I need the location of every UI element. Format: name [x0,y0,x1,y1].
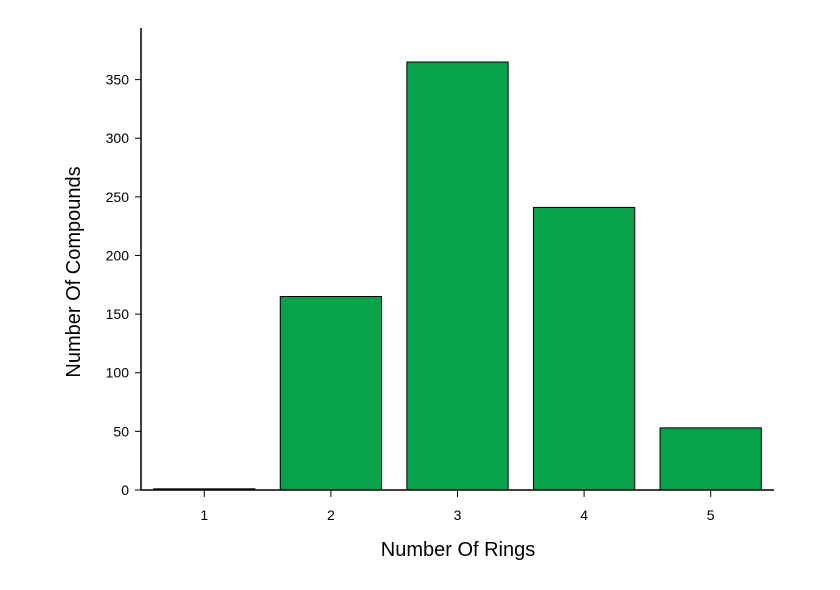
y-tick-label: 350 [106,72,130,88]
bar [659,427,762,491]
bar [279,296,383,491]
x-tick-label: 1 [200,507,208,523]
y-tick-label: 150 [106,306,130,322]
x-tick-label: 4 [580,507,588,523]
x-tick-label: 5 [707,507,715,523]
x-tick-label: 3 [454,507,462,523]
y-tick-label: 300 [106,130,130,146]
x-axis-label: Number Of Rings [381,539,536,561]
y-tick-label: 200 [106,247,130,263]
bar [406,61,509,491]
y-axis-label: Number Of Compounds [63,166,85,377]
x-tick-label: 2 [327,507,335,523]
y-tick-label: 50 [113,423,129,439]
y-tick-label: 0 [121,482,129,498]
y-tick-label: 100 [106,365,130,381]
bar [532,206,636,491]
y-tick-label: 250 [106,189,130,205]
